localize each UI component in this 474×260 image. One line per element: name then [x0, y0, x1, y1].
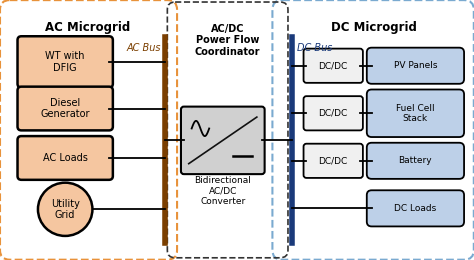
Text: WT with
DFIG: WT with DFIG	[46, 51, 85, 73]
FancyBboxPatch shape	[367, 48, 464, 84]
FancyBboxPatch shape	[367, 89, 464, 137]
Text: DC/DC: DC/DC	[319, 61, 348, 70]
Text: AC Loads: AC Loads	[43, 153, 88, 163]
Text: DC Microgrid: DC Microgrid	[331, 21, 417, 34]
FancyBboxPatch shape	[18, 36, 113, 88]
FancyBboxPatch shape	[303, 144, 363, 178]
Text: Fuel Cell
Stack: Fuel Cell Stack	[396, 103, 435, 123]
FancyBboxPatch shape	[367, 190, 464, 226]
FancyBboxPatch shape	[303, 49, 363, 83]
FancyBboxPatch shape	[181, 107, 264, 174]
Text: DC/DC: DC/DC	[319, 109, 348, 118]
Text: Utility
Grid: Utility Grid	[51, 198, 80, 220]
Text: DC Bus: DC Bus	[297, 43, 332, 53]
Text: Diesel
Generator: Diesel Generator	[40, 98, 90, 119]
Text: Bidirectional
AC/DC
Converter: Bidirectional AC/DC Converter	[194, 176, 251, 206]
Text: AC/DC
Power Flow
Coordinator: AC/DC Power Flow Coordinator	[195, 24, 260, 57]
Text: Battery: Battery	[399, 156, 432, 165]
Text: AC Bus: AC Bus	[126, 43, 161, 53]
FancyBboxPatch shape	[367, 143, 464, 179]
FancyBboxPatch shape	[303, 96, 363, 130]
Circle shape	[38, 183, 92, 236]
Text: AC Microgrid: AC Microgrid	[45, 21, 130, 34]
FancyBboxPatch shape	[18, 87, 113, 130]
Text: DC/DC: DC/DC	[319, 156, 348, 165]
Text: DC Loads: DC Loads	[394, 204, 437, 213]
FancyBboxPatch shape	[18, 136, 113, 180]
Text: PV Panels: PV Panels	[394, 61, 437, 70]
